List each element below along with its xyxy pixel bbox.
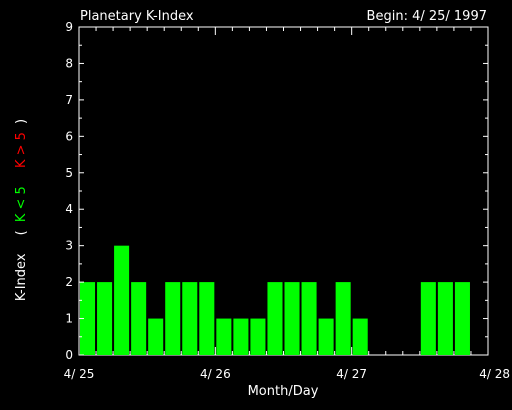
bar <box>80 282 96 355</box>
y-axis-label-open: ( <box>14 230 29 235</box>
bar <box>454 282 470 355</box>
y-axis: 0 1 2 3 4 5 6 7 8 9 <box>65 20 488 362</box>
y-axis-label: K-Index ( K < 5 K > 5 ) <box>14 119 29 301</box>
y-tick-label: 8 <box>65 56 73 70</box>
bar <box>165 282 181 355</box>
x-tick-label: 4/ 28 <box>479 367 510 381</box>
bar <box>437 282 453 355</box>
y-axis-label-red: K > 5 <box>14 132 29 168</box>
x-axis: 4/ 25 4/ 26 4/ 27 4/ 28 <box>64 27 510 381</box>
bar <box>318 318 334 355</box>
x-axis-label: Month/Day <box>248 384 319 399</box>
bar <box>131 282 147 355</box>
bar <box>114 245 130 355</box>
y-tick-label: 6 <box>65 129 73 143</box>
bar <box>335 282 351 355</box>
y-tick-label: 9 <box>65 20 73 34</box>
bar <box>267 282 283 355</box>
y-tick-label: 4 <box>65 202 73 216</box>
bar <box>216 318 232 355</box>
y-tick-label: 3 <box>65 239 73 253</box>
x-tick-label: 4/ 25 <box>64 367 95 381</box>
bar <box>148 318 164 355</box>
y-axis-label-main: K-Index <box>14 253 29 301</box>
y-tick-label: 7 <box>65 93 73 107</box>
bar <box>284 282 300 355</box>
y-tick-label: 1 <box>65 312 73 326</box>
bar <box>250 318 266 355</box>
bar <box>352 318 368 355</box>
y-axis-label-close: ) <box>14 119 29 124</box>
bar <box>182 282 198 355</box>
bar <box>199 282 215 355</box>
begin-date-label: Begin: 4/ 25/ 1997 <box>367 9 487 24</box>
y-tick-label: 2 <box>65 275 73 289</box>
y-tick-label: 0 <box>65 348 73 362</box>
x-tick-label: 4/ 26 <box>200 367 231 381</box>
bar <box>97 282 113 355</box>
bar <box>301 282 317 355</box>
bar <box>420 282 436 355</box>
chart-title: Planetary K-Index <box>80 9 194 24</box>
bar <box>233 318 249 355</box>
x-tick-label: 4/ 27 <box>336 367 367 381</box>
y-tick-label: 5 <box>65 166 73 180</box>
y-axis-label-green: K < 5 <box>14 186 29 222</box>
bars-group <box>80 245 470 355</box>
